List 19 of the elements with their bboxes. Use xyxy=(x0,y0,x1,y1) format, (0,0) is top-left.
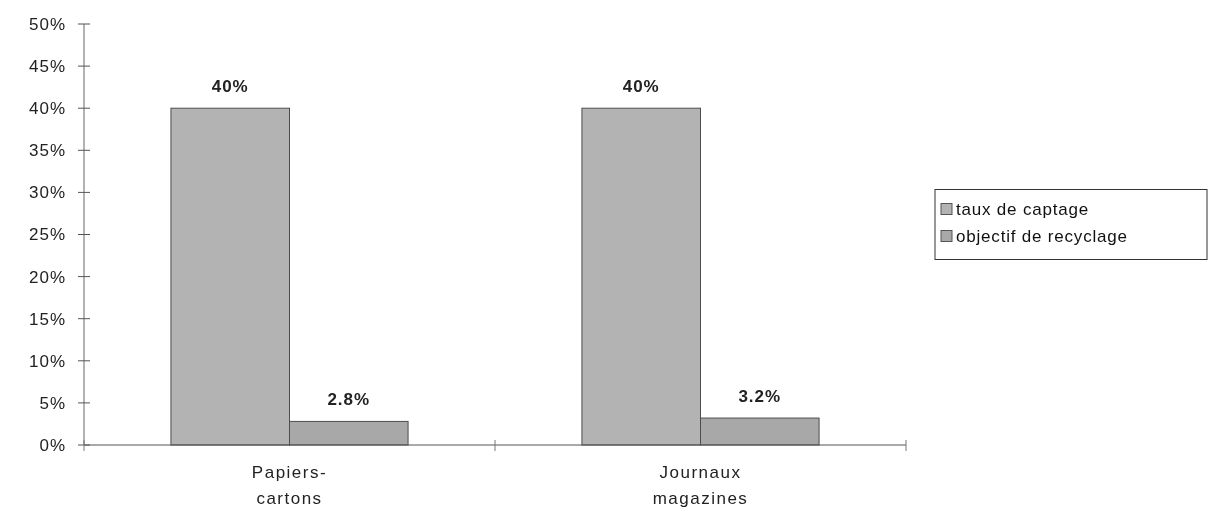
x-tick-label: Papiers- cartons xyxy=(251,463,328,508)
y-tick-label: 15% xyxy=(28,309,66,329)
data-label: 40% xyxy=(622,77,660,97)
y-tick-label: 5% xyxy=(39,393,66,413)
legend-label: objectif de recyclage xyxy=(956,226,1128,246)
x-tick-label: Journaux magazines xyxy=(652,463,749,508)
data-label: 40% xyxy=(211,77,249,97)
data-label: 3.2% xyxy=(738,387,782,407)
y-tick-label: 35% xyxy=(28,141,66,161)
y-tick-label: 45% xyxy=(28,57,66,77)
y-tick-label: 40% xyxy=(28,99,66,119)
y-tick-label: 0% xyxy=(39,435,66,455)
y-tick-label: 10% xyxy=(28,351,66,371)
y-tick-label: 50% xyxy=(28,14,66,34)
legend-label: taux de captage xyxy=(956,199,1089,219)
y-tick-label: 25% xyxy=(28,225,66,245)
data-label: 2.8% xyxy=(327,390,371,410)
y-tick-label: 20% xyxy=(28,267,66,287)
y-tick-label: 30% xyxy=(28,183,66,203)
